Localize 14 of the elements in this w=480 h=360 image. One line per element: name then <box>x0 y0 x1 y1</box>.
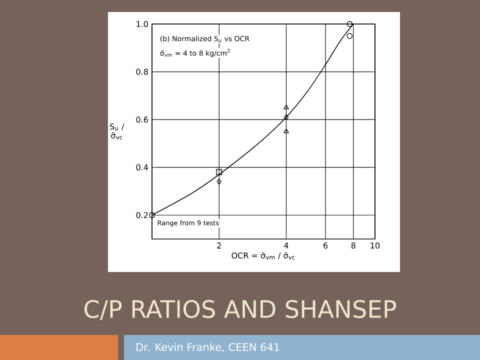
text: Dr. Kevin Franke, CEEN 641 <box>136 342 280 352</box>
y-tick-label: 0.8 <box>136 68 148 75</box>
y-tick-label: 0.4 <box>136 164 148 170</box>
y-tick-label: 0.6 <box>136 116 148 123</box>
y-axis-title: S$_{u}$ / σ̄$_{vc}$ <box>110 123 124 140</box>
x-tick-label: 6 <box>324 242 328 249</box>
text: C/P RATIOS AND SHANSEP <box>84 300 396 320</box>
x-tick-label: 8 <box>351 242 356 249</box>
y-tick-label: 1.0 <box>136 20 148 28</box>
y-tick-label: 0.2 <box>136 212 148 218</box>
x-tick-label: 4 <box>284 242 288 248</box>
x-axis-title: OCR = σ̄$_{vm}$ / σ̄$_{vc}$ <box>232 252 295 260</box>
x-tick-label: 10 <box>370 242 380 249</box>
x-tick-label: 2 <box>217 242 221 248</box>
